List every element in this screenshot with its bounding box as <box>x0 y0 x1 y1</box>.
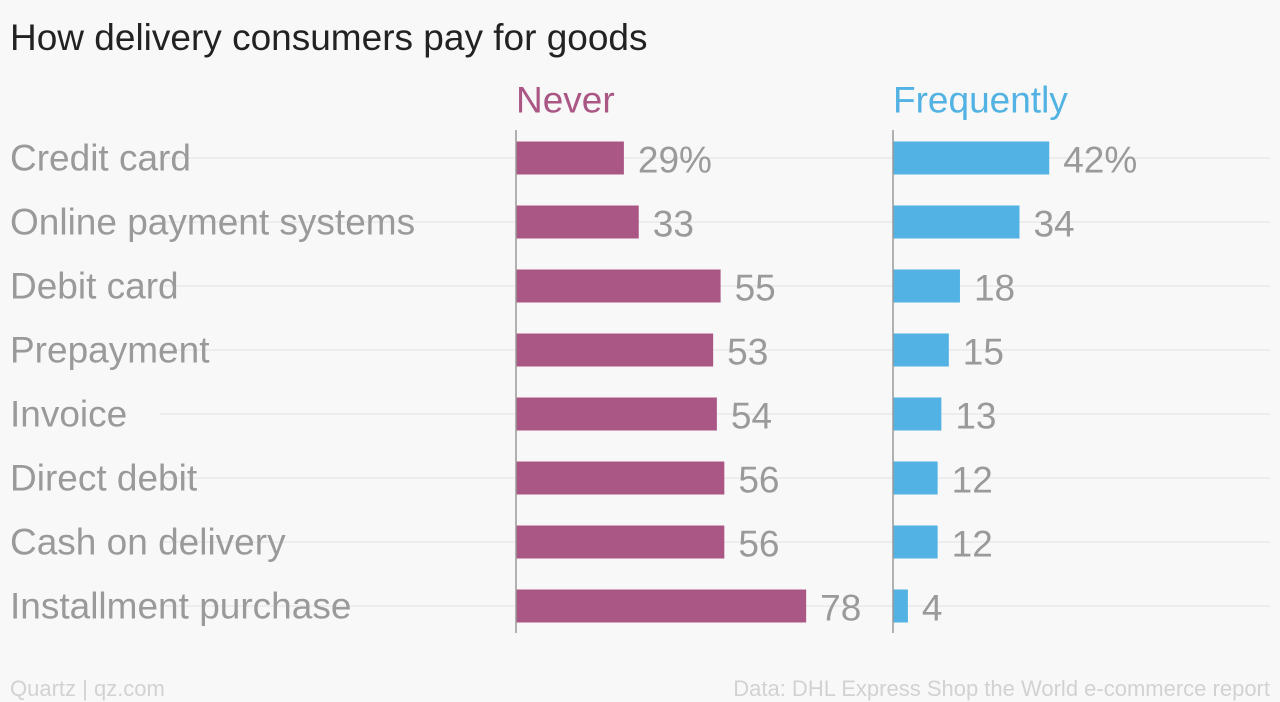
category-label-direct-debit: Direct debit <box>10 458 198 499</box>
bar-never-prepayment <box>516 333 714 367</box>
value-label-never-prepayment: 53 <box>727 332 768 373</box>
value-label-never-cash-on-delivery: 56 <box>738 524 779 565</box>
panels: Never 29% 33 55 53 54 56 56 78 Frequently 42% 34 18 1… <box>515 80 1137 633</box>
bar-frequently-cash-on-delivery <box>893 525 938 559</box>
value-label-frequently-credit-card: 42% <box>1063 140 1137 181</box>
value-label-frequently-invoice: 13 <box>955 396 996 437</box>
bar-frequently-invoice <box>893 397 942 431</box>
bar-never-direct-debit <box>516 461 725 495</box>
value-label-frequently-debit-card: 18 <box>974 268 1015 309</box>
bar-never-online-payment-systems <box>516 205 639 239</box>
value-label-never-credit-card: 29% <box>638 140 712 181</box>
bar-frequently-debit-card <box>893 269 960 303</box>
value-label-never-online-payment-systems: 33 <box>653 204 694 245</box>
value-label-never-invoice: 54 <box>731 396 772 437</box>
value-label-frequently-cash-on-delivery: 12 <box>952 524 993 565</box>
panel-never: Never 29% 33 55 53 54 56 56 78 <box>515 80 861 633</box>
category-label-prepayment: Prepayment <box>10 330 210 371</box>
value-label-frequently-installment-purchase: 4 <box>922 588 943 629</box>
bar-frequently-online-payment-systems <box>893 205 1020 239</box>
value-label-frequently-prepayment: 15 <box>963 332 1004 373</box>
value-label-never-direct-debit: 56 <box>738 460 779 501</box>
footer-source: Data: DHL Express Shop the World e-comme… <box>733 676 1270 701</box>
bar-never-invoice <box>516 397 717 431</box>
category-label-installment-purchase: Installment purchase <box>10 586 351 627</box>
value-label-frequently-direct-debit: 12 <box>952 460 993 501</box>
bar-frequently-credit-card <box>893 141 1050 175</box>
bar-frequently-installment-purchase <box>893 589 908 623</box>
category-label-debit-card: Debit card <box>10 266 179 307</box>
series-title-frequently: Frequently <box>893 80 1068 121</box>
bar-never-cash-on-delivery <box>516 525 725 559</box>
category-label-credit-card: Credit card <box>10 138 191 179</box>
category-label-invoice: Invoice <box>10 394 127 435</box>
category-labels: Credit card Online payment systems Debit c… <box>10 138 415 627</box>
footer-credit: Quartz | qz.com <box>10 676 165 701</box>
bar-never-debit-card <box>516 269 721 303</box>
value-label-never-installment-purchase: 78 <box>820 588 861 629</box>
bar-never-installment-purchase <box>516 589 807 623</box>
category-label-online-payment-systems: Online payment systems <box>10 202 415 243</box>
bar-frequently-prepayment <box>893 333 949 367</box>
category-label-cash-on-delivery: Cash on delivery <box>10 522 286 563</box>
value-label-frequently-online-payment-systems: 34 <box>1033 204 1074 245</box>
series-title-never: Never <box>516 80 615 121</box>
bar-frequently-direct-debit <box>893 461 938 495</box>
bar-never-credit-card <box>516 141 624 175</box>
chart-title: How delivery consumers pay for goods <box>10 17 648 58</box>
value-label-never-debit-card: 55 <box>735 268 776 309</box>
